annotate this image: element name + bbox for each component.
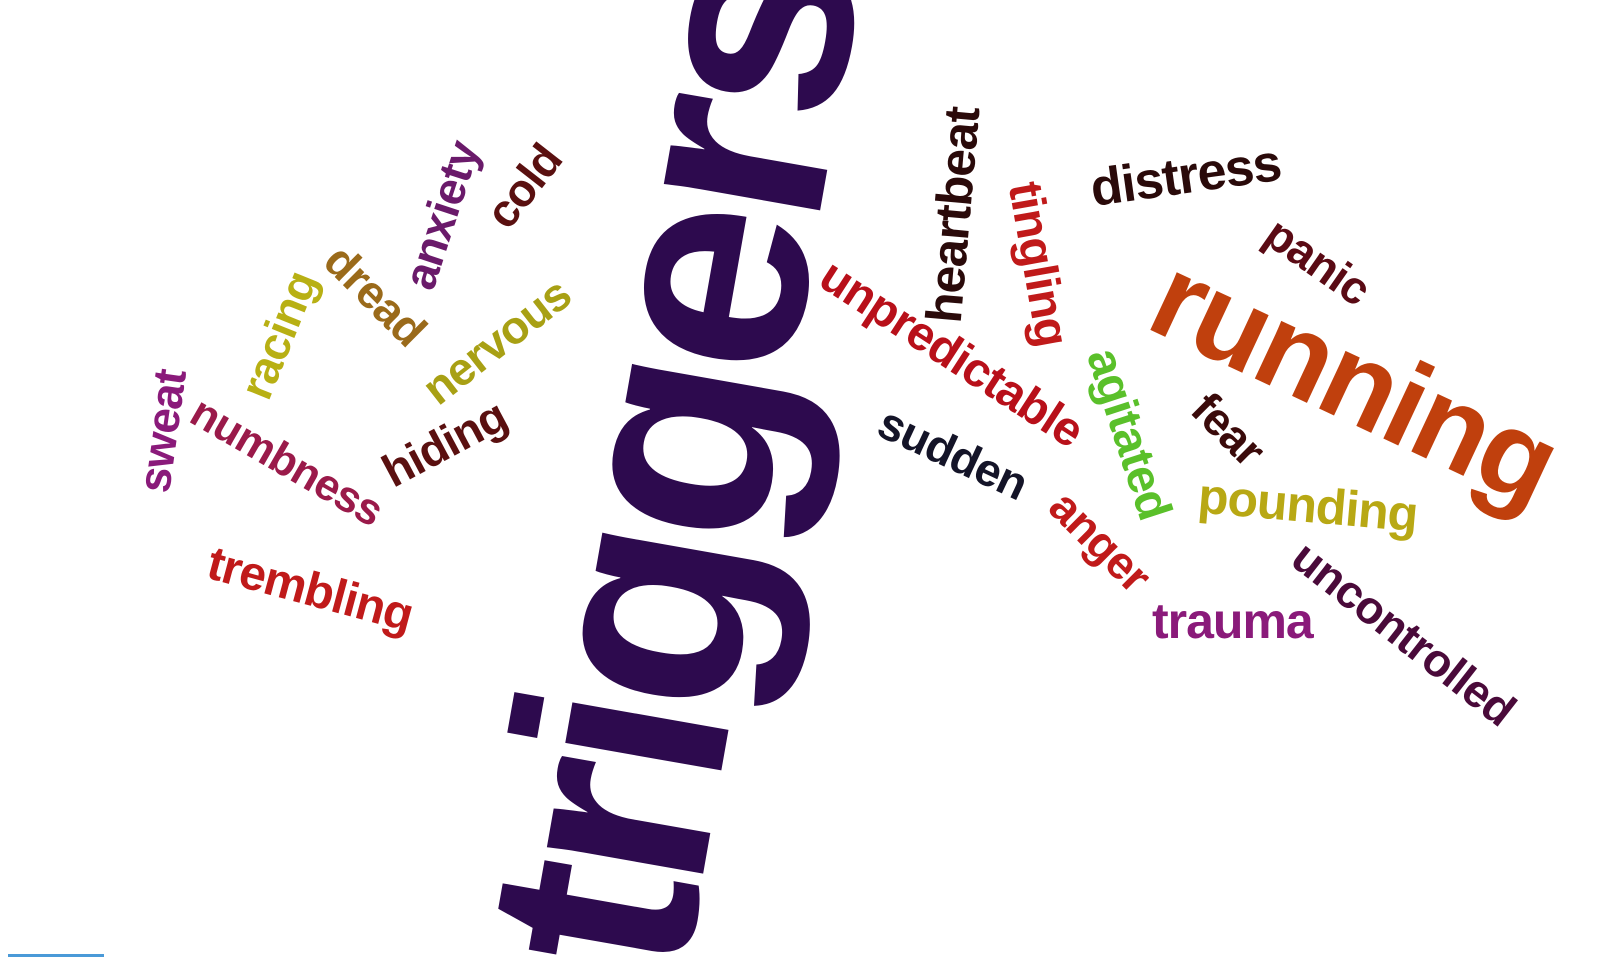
word-tingling: tingling (997, 177, 1079, 351)
word-anxiety: anxiety (392, 134, 490, 296)
word-sweat: sweat (127, 366, 196, 496)
word-numbness: numbness (182, 387, 392, 537)
word-pounding: pounding (1195, 467, 1420, 543)
word-heartbeat: heartbeat (915, 104, 991, 326)
word-uncontrolled: uncontrolled (1282, 530, 1526, 736)
bottom-divider (8, 954, 104, 957)
word-distress: distress (1086, 133, 1285, 219)
word-trauma: trauma (1152, 593, 1314, 649)
word-trembling: trembling (201, 536, 419, 643)
word-racing: racing (229, 263, 328, 407)
word-triggers: triggers (416, 0, 925, 960)
